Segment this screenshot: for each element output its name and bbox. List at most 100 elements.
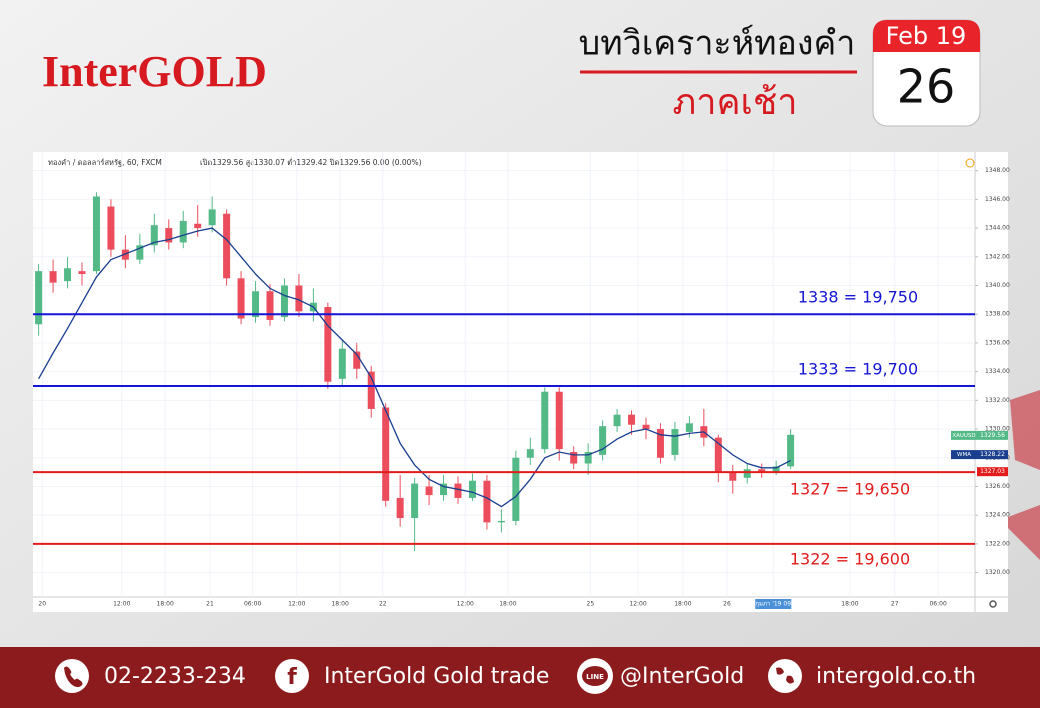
candle-body (165, 228, 173, 243)
candle-body (324, 307, 332, 382)
y-tick-label: 1336.00 (985, 339, 1010, 346)
candle-body (541, 391, 549, 450)
chart-panel (33, 152, 1008, 612)
line-label: LINE (586, 673, 604, 681)
candle-body (411, 483, 419, 519)
candle-body (555, 391, 563, 450)
facebook-glyph: f (287, 665, 297, 690)
y-tick-label: 1348.00 (985, 167, 1010, 174)
settings-icon[interactable] (989, 600, 997, 608)
clock-icon[interactable] (965, 158, 975, 168)
candle-body (367, 371, 375, 409)
x-tick-label: 12:00 (457, 601, 474, 608)
candle-body (136, 245, 144, 260)
website: intergold.co.th (816, 664, 976, 689)
x-tick-label: 18:00 (674, 601, 691, 608)
x-tick-label: 12:00 (288, 601, 305, 608)
x-tick-label: 18:00 (157, 601, 174, 608)
candle-body (787, 434, 795, 467)
candle-body (671, 429, 679, 455)
candle-body (526, 449, 534, 458)
x-tick-label: 22 (379, 601, 387, 608)
candle-body (252, 291, 260, 318)
x-tick-label: 12:00 (113, 601, 130, 608)
price-tag-name-box (951, 430, 977, 440)
line-id: @InterGold (620, 664, 744, 689)
candle-body (295, 285, 303, 312)
phone-glyph (64, 666, 83, 688)
candle-body (194, 223, 202, 229)
price-tag-value: 1328.22 (980, 451, 1005, 458)
x-tick-label: 20 (38, 601, 46, 608)
candle-body (107, 206, 115, 250)
y-tick-label: 1342.00 (985, 253, 1010, 260)
line-bubble (582, 666, 608, 686)
candle-body (758, 469, 766, 473)
x-tick-label: 21 (206, 601, 214, 608)
x-tick-label: 18:00 (331, 601, 348, 608)
price-tag-name: WMA (957, 452, 971, 458)
price-tag (977, 450, 1008, 460)
candle-body (628, 414, 636, 425)
candle-body (599, 426, 607, 455)
session: ภาคเช้า (673, 82, 798, 123)
candle-body (78, 271, 86, 275)
candle-body (613, 414, 621, 427)
phone: 02-2233-234 (104, 664, 246, 689)
candle-body (425, 486, 433, 496)
x-tick-label: 18:00 (499, 601, 516, 608)
candle-body (338, 348, 346, 379)
date-badge: Feb 19 26 (872, 19, 981, 127)
candle-body (743, 469, 751, 478)
price-tag (977, 430, 1008, 440)
brand: InterGOLD (42, 47, 267, 96)
price-tag-value: 1327.03 (980, 468, 1005, 475)
candle-body (35, 271, 43, 325)
x-tick-label: 26 (723, 601, 731, 608)
candle-body (570, 452, 578, 464)
price-tag-value: 1329.56 (980, 432, 1005, 439)
candle-body (280, 285, 288, 318)
y-tick-label: 1346.00 (985, 196, 1010, 203)
globe-icon (768, 659, 802, 693)
ohlc-readout: เปิด1329.56 สูง1330.07 ต่ำ1329.42 ปิด132… (200, 157, 422, 167)
x-tick-label: 06:00 (244, 601, 261, 608)
candle-body (353, 351, 361, 369)
candle-body (64, 268, 72, 282)
candle-body (454, 483, 462, 498)
candle-body (150, 225, 158, 246)
y-tick-label: 1334.00 (985, 368, 1010, 375)
candle-body (396, 497, 404, 519)
plot: 1320.001322.001324.001326.001328.001330.… (33, 152, 1010, 609)
badge-month: Feb 19 (886, 22, 967, 50)
candle-body (266, 291, 274, 320)
footer-band (0, 647, 1040, 708)
globe-glyph (776, 667, 794, 684)
map-decoration (1000, 390, 1040, 560)
y-tick-label: 1344.00 (985, 225, 1010, 232)
candle-body (440, 483, 448, 496)
x-tick-label: 25 (587, 601, 595, 608)
candle-body (714, 437, 722, 473)
wma-line (38, 227, 791, 508)
candle-body (642, 424, 650, 430)
candle-body (382, 407, 390, 501)
badge-day: 26 (897, 60, 956, 114)
x-tick-label: 26 กุมภา '19 09:00 (746, 601, 801, 608)
candle-body (468, 480, 476, 498)
candle-body (179, 220, 187, 243)
level-label: 1327 = 19,650 (790, 480, 910, 499)
x-tick-label: 06:00 (929, 601, 946, 608)
level-label: 1338 = 19,750 (798, 288, 918, 307)
y-tick-label: 1322.00 (985, 540, 1010, 547)
price-tag-name-box (951, 450, 977, 460)
candle-body (237, 278, 245, 319)
candle-body (584, 452, 592, 464)
symbol: ทองคำ / ดอลลาร์สหรัฐ, 60, FXCM (48, 158, 162, 167)
candle-body (223, 213, 231, 279)
candle-body (49, 271, 57, 283)
candle-body (772, 466, 780, 473)
candle-body (208, 209, 216, 226)
